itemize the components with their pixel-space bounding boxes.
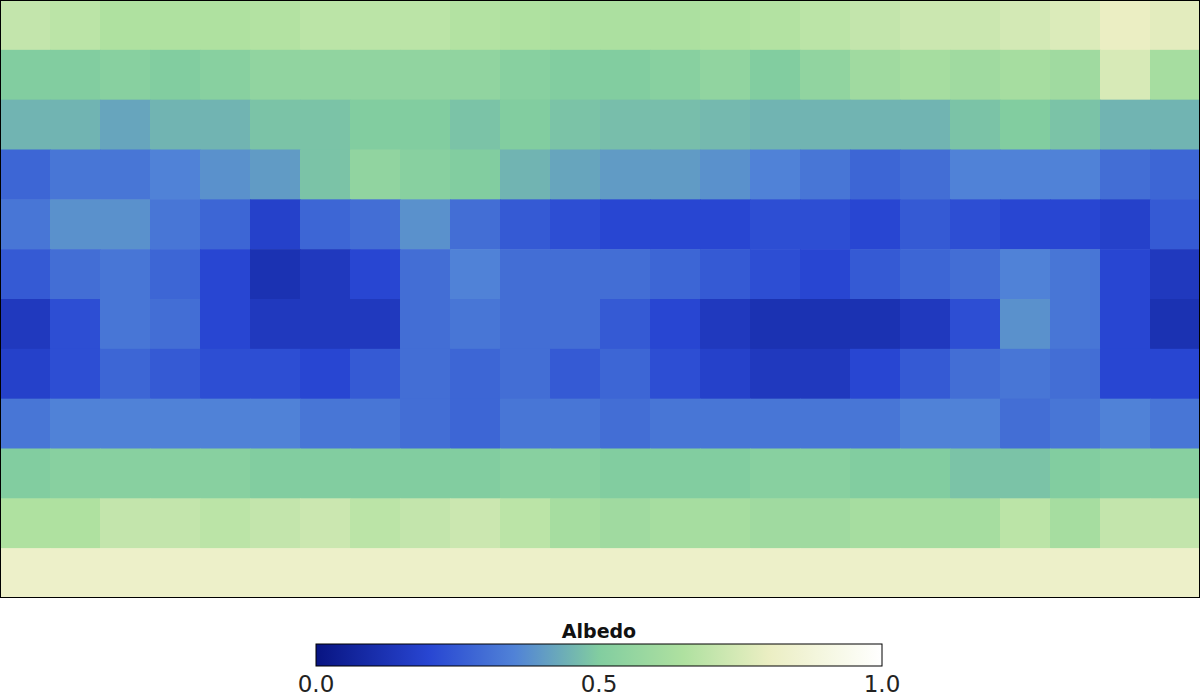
- svg-text:Albedo: Albedo: [562, 620, 636, 642]
- svg-text:0.5: 0.5: [581, 671, 618, 697]
- svg-text:0.0: 0.0: [298, 671, 335, 697]
- svg-text:1.0: 1.0: [864, 671, 901, 697]
